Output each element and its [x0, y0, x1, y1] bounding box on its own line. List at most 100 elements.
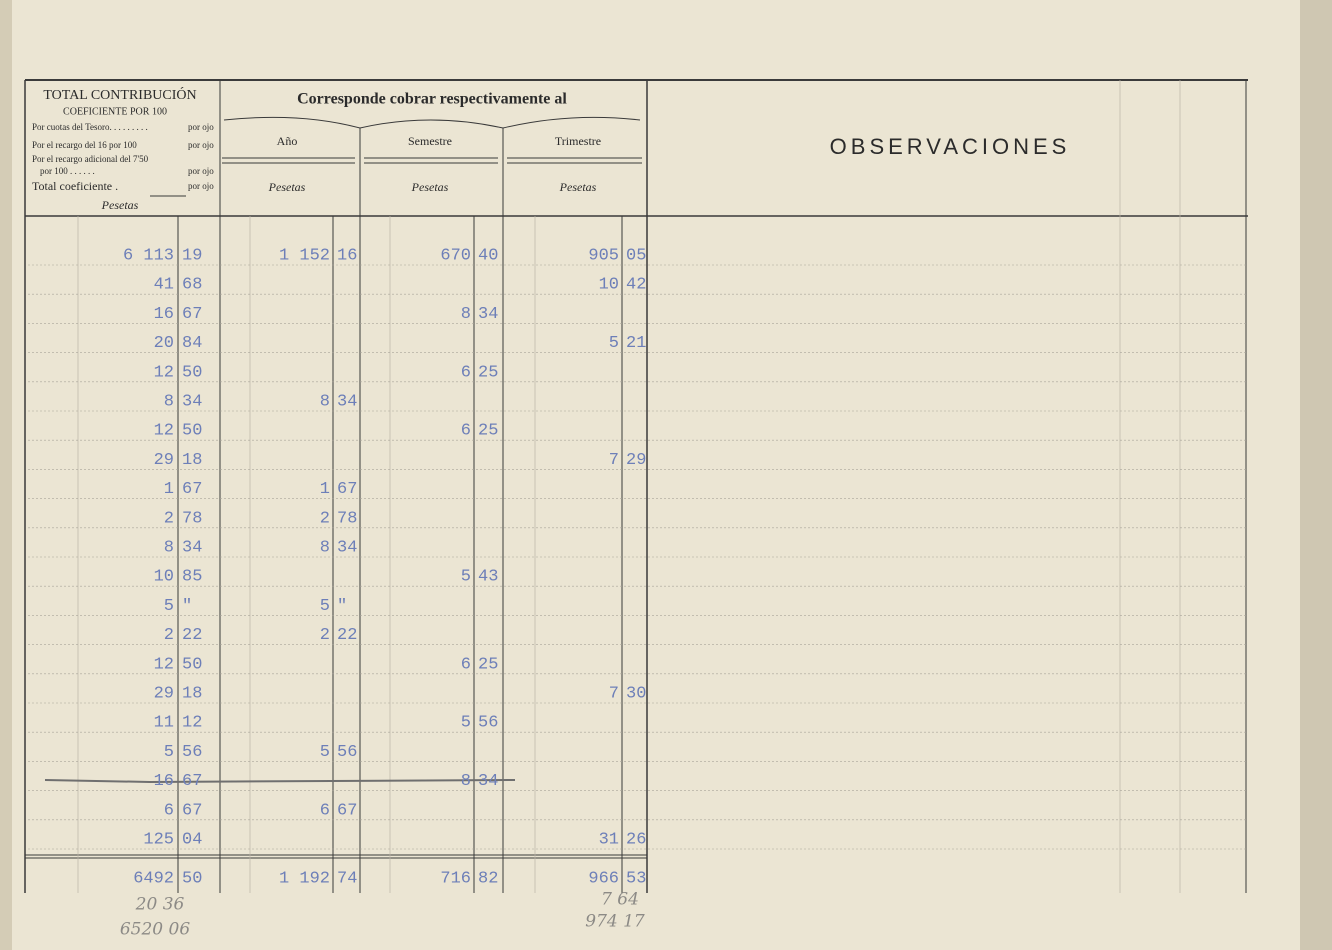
binding — [0, 0, 12, 950]
amount-cents: 16 — [337, 246, 357, 265]
amount-pesetas: 5 — [320, 743, 330, 762]
amount-pesetas: 1 — [164, 480, 174, 499]
coefficient-label: Por el recargo adicional del 7'50 — [32, 154, 149, 164]
coefficient-label: Total coeficiente . — [32, 179, 118, 193]
amount-cents: 50 — [182, 655, 202, 674]
amount-pesetas: 5 — [164, 597, 174, 616]
amount-pesetas: 12 — [154, 422, 174, 441]
amount-pesetas: 6 — [320, 801, 330, 820]
amount-cents: 12 — [182, 714, 202, 733]
amount-pesetas: 6492 — [133, 869, 174, 888]
amount-pesetas: 29 — [154, 684, 174, 703]
amount-cents: 30 — [626, 684, 646, 703]
amount-cents: 84 — [182, 334, 202, 353]
unit-label: Pesetas — [268, 180, 306, 194]
amount-pesetas: 5 — [461, 714, 471, 733]
page-edge — [1300, 0, 1332, 950]
amount-pesetas: 1 — [320, 480, 330, 499]
coefficient-label: Por cuotas del Tesoro. . . . . . . . . — [32, 122, 148, 132]
amount-cents: 18 — [182, 451, 202, 470]
amount-pesetas: 8 — [164, 538, 174, 557]
amount-cents: 25 — [478, 655, 498, 674]
amount-cents: 34 — [337, 392, 357, 411]
amount-cents: 67 — [182, 772, 202, 791]
amount-cents: 67 — [337, 480, 357, 499]
amount-cents: 78 — [337, 509, 357, 528]
amount-cents: 34 — [182, 538, 202, 557]
amount-cents: 50 — [182, 363, 202, 382]
amount-pesetas: 10 — [154, 568, 174, 587]
amount-cents: 53 — [626, 869, 646, 888]
amount-pesetas: 1 192 — [279, 869, 330, 888]
amount-pesetas: 1 152 — [279, 246, 330, 265]
amount-cents: " — [337, 597, 347, 616]
coefficient-unit: por ojo — [188, 122, 214, 132]
amount-pesetas: 20 — [154, 334, 174, 353]
amount-cents: 34 — [478, 305, 498, 324]
amount-cents: 68 — [182, 276, 202, 295]
amount-pesetas: 8 — [461, 305, 471, 324]
amount-pesetas: 29 — [154, 451, 174, 470]
amount-cents: 67 — [337, 801, 357, 820]
amount-cents: 34 — [182, 392, 202, 411]
amount-pesetas: 5 — [461, 568, 471, 587]
amount-pesetas: 8 — [164, 392, 174, 411]
amount-cents: 67 — [182, 801, 202, 820]
amount-pesetas: 8 — [320, 538, 330, 557]
amount-pesetas: 5 — [164, 743, 174, 762]
amount-cents: 74 — [337, 869, 357, 888]
amount-cents: 18 — [182, 684, 202, 703]
amount-cents: 26 — [626, 830, 646, 849]
pencil-strike — [44, 779, 516, 784]
handwritten-note: 20 36 — [135, 895, 185, 915]
amount-cents: 25 — [478, 422, 498, 441]
amount-pesetas: 41 — [154, 276, 174, 295]
amount-cents: 22 — [337, 626, 357, 645]
amount-cents: 43 — [478, 568, 498, 587]
amount-cents: 50 — [182, 869, 202, 888]
amount-pesetas: 8 — [461, 772, 471, 791]
amount-pesetas: 125 — [143, 830, 174, 849]
amount-pesetas: 6 — [461, 655, 471, 674]
amount-pesetas: 716 — [440, 869, 471, 888]
amount-pesetas: 16 — [154, 772, 174, 791]
amount-cents: 56 — [337, 743, 357, 762]
column-title: Año — [277, 134, 298, 148]
column-title: Semestre — [408, 134, 452, 148]
amount-cents: 85 — [182, 568, 202, 587]
amount-pesetas: 966 — [588, 869, 619, 888]
amount-cents: 04 — [182, 830, 202, 849]
amount-cents: 25 — [478, 363, 498, 382]
coefficient-label: por 100 . . . . . . — [40, 166, 95, 176]
amount-cents: 50 — [182, 422, 202, 441]
unit-label: Pesetas — [411, 180, 449, 194]
amount-cents: 78 — [182, 509, 202, 528]
total-title: TOTAL CONTRIBUCIÓN — [43, 86, 196, 103]
column-title: Trimestre — [555, 134, 601, 148]
group-title: Corresponde cobrar respectivamente al — [297, 91, 567, 108]
amount-pesetas: 905 — [588, 246, 619, 265]
amount-cents: 56 — [478, 714, 498, 733]
amount-cents: 21 — [626, 334, 646, 353]
amount-cents: 40 — [478, 246, 498, 265]
amount-cents: " — [182, 597, 192, 616]
coefficient-title: COEFICIENTE POR 100 — [63, 106, 167, 117]
amount-pesetas: 670 — [440, 246, 471, 265]
unit-label: Pesetas — [559, 180, 597, 194]
amount-pesetas: 16 — [154, 305, 174, 324]
handwritten-note: 6520 06 — [120, 920, 190, 940]
amount-cents: 67 — [182, 480, 202, 499]
amount-pesetas: 12 — [154, 655, 174, 674]
handwritten-note: 7 64 — [601, 890, 639, 910]
amount-pesetas: 8 — [320, 392, 330, 411]
amount-pesetas: 11 — [154, 714, 174, 733]
amount-pesetas: 7 — [609, 684, 619, 703]
amount-cents: 29 — [626, 451, 646, 470]
amount-cents: 82 — [478, 869, 498, 888]
amount-cents: 22 — [182, 626, 202, 645]
coefficient-unit: por ojo — [188, 181, 214, 191]
amount-pesetas: 2 — [164, 626, 174, 645]
amount-pesetas: 6 — [164, 801, 174, 820]
amount-pesetas: 31 — [599, 830, 619, 849]
